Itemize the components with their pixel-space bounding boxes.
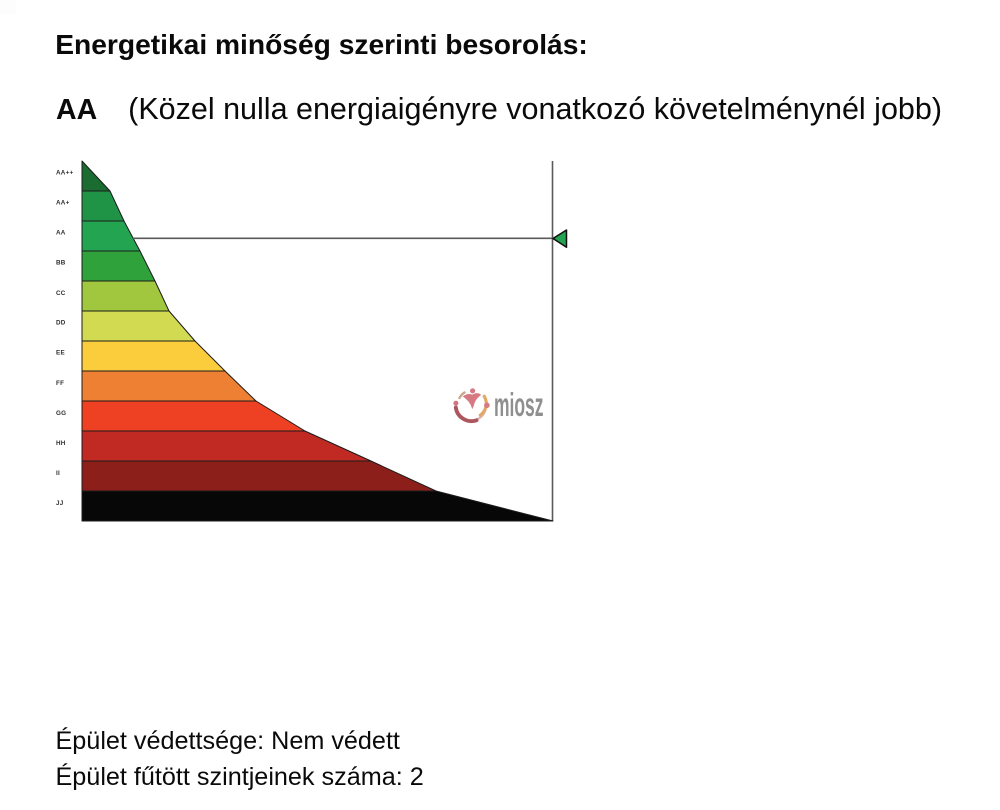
- svg-text:BB: BB: [56, 260, 66, 267]
- svg-text:II: II: [56, 470, 60, 477]
- svg-text:AA: AA: [56, 230, 66, 237]
- svg-text:CC: CC: [56, 290, 66, 297]
- svg-text:GG: GG: [56, 410, 66, 417]
- svg-text:JJ: JJ: [56, 500, 64, 507]
- svg-text:HH: HH: [56, 440, 66, 447]
- svg-text:AA+: AA+: [56, 200, 70, 207]
- svg-text:AA++: AA++: [56, 170, 74, 177]
- svg-text:DD: DD: [56, 320, 66, 327]
- svg-text:EE: EE: [56, 350, 65, 357]
- svg-text:miosz: miosz: [494, 386, 544, 423]
- svg-text:FF: FF: [56, 380, 64, 387]
